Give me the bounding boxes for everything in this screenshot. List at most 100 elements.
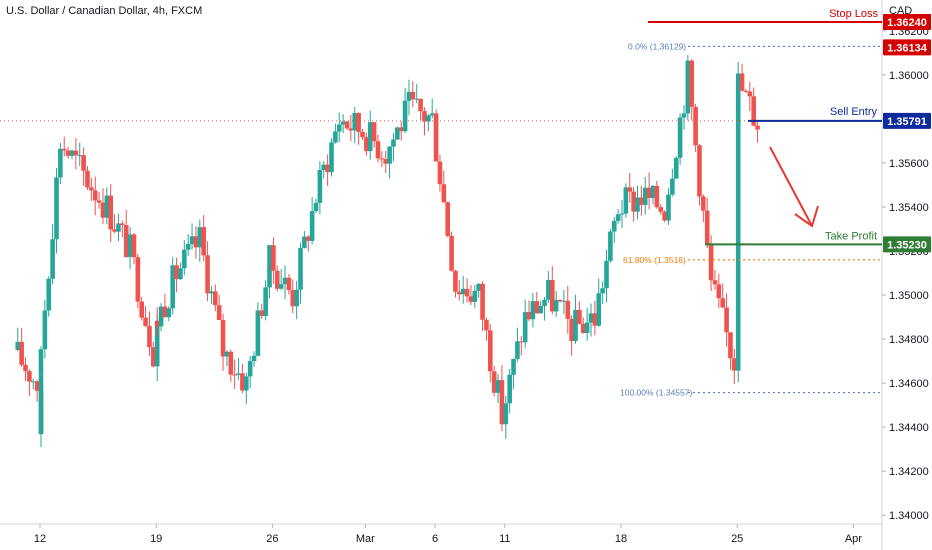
stop-loss-price-badge: 1.36240 (887, 17, 927, 29)
candle-body (131, 234, 137, 258)
candle-body (174, 265, 179, 280)
candle-body (85, 170, 90, 188)
candle-body (673, 157, 679, 179)
candle-body (213, 291, 218, 306)
candle-body (54, 177, 59, 240)
candle-body (642, 187, 648, 205)
candle-body (488, 330, 493, 372)
candle-body (364, 137, 369, 152)
stop-loss-price-badge-bg (883, 14, 931, 31)
candle-body (391, 139, 396, 147)
candle-body (681, 113, 687, 118)
candle-body (522, 312, 528, 343)
candle-body (511, 358, 516, 375)
candle-body (46, 278, 52, 311)
sell-entry-price-badge-bg (883, 112, 931, 129)
candle-body (205, 255, 210, 294)
candle-body (398, 127, 404, 132)
candle-body (584, 322, 590, 333)
price-tick-label: 1.34600 (889, 378, 929, 390)
candle-body (30, 381, 36, 383)
candle-body (639, 197, 644, 205)
candle-body (92, 190, 98, 201)
candle-body (185, 243, 191, 250)
candle-body (158, 306, 164, 327)
candle-body (526, 312, 532, 320)
candle-body (503, 403, 509, 425)
candle-body (42, 310, 48, 350)
candle-body (445, 202, 450, 236)
candle-body (271, 245, 276, 271)
candle-body (243, 376, 249, 391)
candle-body (15, 341, 21, 351)
candle-body (147, 325, 152, 348)
candle-body (728, 332, 733, 359)
time-tick-label: Mar (356, 533, 375, 545)
candle-body (650, 185, 656, 199)
price-tick-label: 1.34200 (889, 466, 929, 478)
candle-body (716, 284, 722, 299)
projection-arrow-shaft (769, 146, 813, 227)
sell-entry-price-badge: 1.35791 (887, 116, 927, 128)
price-tick-label: 1.35000 (889, 290, 929, 302)
candle-body (329, 142, 334, 173)
candle-body (608, 231, 613, 261)
candle-body (278, 284, 284, 289)
candle-body (259, 310, 265, 316)
candle-body (38, 374, 44, 435)
candle-body (143, 317, 148, 326)
candle-body (507, 374, 512, 404)
candle-body (429, 113, 435, 116)
time-tick-label: 26 (266, 533, 278, 545)
candle-body (352, 113, 358, 131)
candle-body (81, 155, 86, 171)
candle-body (588, 313, 594, 323)
candle-body (604, 260, 609, 289)
candle-body (375, 141, 381, 159)
sell-entry-label: Sell Entry (830, 106, 878, 118)
candle-body (325, 164, 330, 173)
candle-body (460, 288, 466, 295)
candle-body (23, 364, 28, 372)
candle-body (658, 207, 664, 212)
candle-body (472, 290, 478, 302)
candle-body (747, 91, 753, 97)
candle-body (96, 200, 102, 203)
candle-body (139, 301, 145, 318)
fib-618-label: 61.80% (1.3516) (623, 255, 686, 265)
candle-body (732, 358, 737, 371)
candle-body (406, 91, 412, 101)
candle-body (755, 125, 760, 130)
take-profit-price-badge: 1.35230 (887, 239, 927, 251)
candle-body (596, 293, 602, 326)
candle-body (724, 307, 729, 333)
candle-body (182, 249, 187, 269)
fib-100-label: 100.00% (1.34557) (620, 388, 692, 398)
candle-body (89, 187, 94, 191)
candle-body (209, 291, 214, 294)
candle-body (666, 194, 671, 221)
candle-body (708, 243, 714, 281)
candle-body (457, 291, 462, 295)
candle-body (662, 211, 667, 221)
candle-body (685, 60, 691, 114)
candle-body (294, 289, 299, 307)
candle-body (557, 299, 563, 302)
candle-body (123, 225, 129, 258)
fib-0-label: 0.0% (1.36129) (628, 41, 686, 51)
candle-body (426, 115, 431, 122)
candle-body (449, 235, 454, 271)
price-tick-label: 1.35400 (889, 202, 929, 214)
annotations-layer: 0.0% (1.36129) 61.80% (1.3516) 100.00% (1.… (0, 8, 882, 398)
time-tick-label: 19 (150, 533, 162, 545)
chart-title: U.S. Dollar / Canadian Dollar, 4h, FXCM (6, 5, 203, 17)
candle-body (433, 113, 439, 162)
candle-body (631, 191, 636, 212)
candle-body (518, 341, 524, 343)
candle-body (286, 277, 292, 290)
candle-body (333, 131, 338, 143)
candle-body (282, 277, 288, 285)
candle-body (58, 148, 63, 178)
candle-body (577, 309, 582, 324)
